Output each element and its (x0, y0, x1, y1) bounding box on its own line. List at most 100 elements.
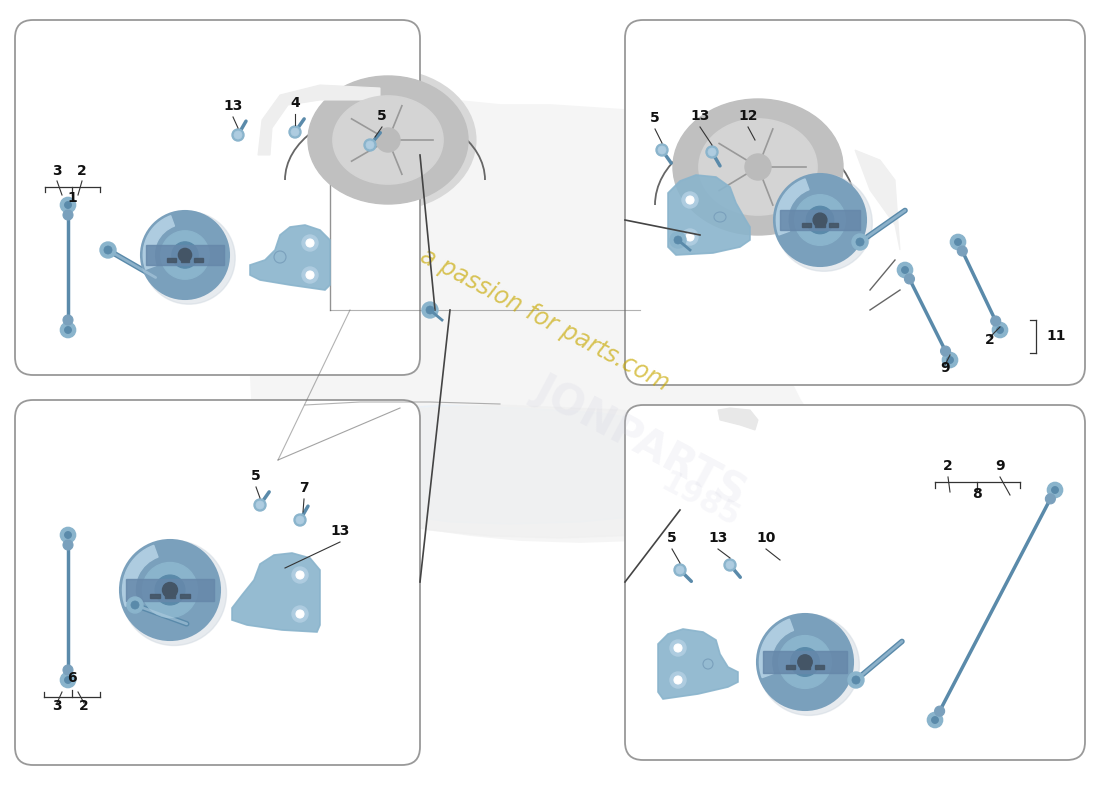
Circle shape (935, 706, 945, 716)
Ellipse shape (333, 96, 443, 184)
Circle shape (60, 673, 76, 687)
Circle shape (422, 302, 438, 318)
Circle shape (306, 271, 313, 279)
Text: 5: 5 (650, 111, 660, 125)
Circle shape (940, 346, 950, 356)
Circle shape (296, 610, 304, 618)
Ellipse shape (666, 93, 850, 241)
Circle shape (676, 566, 684, 574)
Polygon shape (718, 408, 758, 430)
Circle shape (63, 210, 73, 220)
Bar (829, 223, 838, 227)
Text: 11: 11 (1046, 330, 1066, 343)
Wedge shape (777, 179, 808, 235)
Text: 2: 2 (77, 164, 87, 178)
Circle shape (366, 141, 374, 149)
Bar (150, 594, 160, 598)
Circle shape (294, 514, 306, 526)
Text: a passion for parts.com: a passion for parts.com (417, 244, 673, 396)
Bar (815, 223, 825, 227)
Polygon shape (258, 85, 380, 155)
Bar (165, 594, 175, 598)
Circle shape (232, 129, 244, 141)
Circle shape (674, 236, 682, 244)
Circle shape (656, 144, 668, 156)
Bar (785, 666, 795, 669)
Circle shape (794, 194, 845, 246)
Circle shape (302, 235, 318, 251)
Wedge shape (759, 619, 793, 678)
Circle shape (997, 326, 1003, 334)
Circle shape (791, 648, 820, 677)
Text: 13: 13 (223, 99, 243, 113)
Text: 7: 7 (299, 481, 309, 495)
Text: 9: 9 (996, 459, 1004, 473)
Circle shape (674, 644, 682, 652)
Ellipse shape (121, 541, 227, 646)
FancyBboxPatch shape (15, 400, 420, 765)
Circle shape (296, 516, 304, 524)
Circle shape (63, 665, 73, 675)
Bar (126, 579, 214, 601)
Circle shape (674, 676, 682, 684)
Text: 6: 6 (67, 671, 77, 685)
Text: 5: 5 (377, 109, 387, 123)
Ellipse shape (673, 99, 843, 235)
Polygon shape (855, 150, 900, 250)
Circle shape (172, 242, 198, 268)
Bar (762, 651, 847, 673)
Circle shape (932, 717, 938, 723)
Text: JONPARTS: JONPARTS (527, 366, 754, 514)
Circle shape (65, 531, 72, 538)
Circle shape (658, 146, 666, 154)
Circle shape (943, 353, 957, 367)
Circle shape (65, 677, 72, 683)
Ellipse shape (308, 76, 468, 204)
Circle shape (904, 274, 914, 284)
Circle shape (955, 238, 961, 246)
Circle shape (63, 540, 73, 550)
Circle shape (426, 306, 434, 314)
Bar (780, 210, 860, 230)
Text: 5: 5 (667, 531, 676, 545)
Polygon shape (305, 405, 720, 524)
Circle shape (292, 128, 299, 136)
Polygon shape (250, 80, 900, 542)
Circle shape (63, 315, 73, 325)
Circle shape (254, 499, 266, 511)
Text: 13: 13 (330, 524, 350, 538)
Circle shape (806, 206, 834, 234)
Text: 4: 4 (290, 96, 300, 110)
Circle shape (902, 266, 909, 274)
Circle shape (670, 232, 686, 248)
Text: 13: 13 (708, 531, 728, 545)
Circle shape (104, 246, 112, 254)
Circle shape (302, 267, 318, 283)
Circle shape (60, 198, 76, 213)
Text: 3: 3 (52, 164, 62, 178)
Ellipse shape (776, 174, 872, 271)
Circle shape (178, 248, 191, 262)
Text: 2: 2 (943, 459, 953, 473)
Circle shape (670, 672, 686, 688)
Circle shape (856, 238, 864, 246)
Wedge shape (122, 546, 158, 606)
Circle shape (708, 148, 716, 156)
Circle shape (726, 561, 734, 569)
Circle shape (898, 262, 913, 278)
Circle shape (798, 654, 812, 669)
Circle shape (155, 575, 185, 605)
Circle shape (724, 559, 736, 571)
Circle shape (376, 128, 400, 152)
Polygon shape (330, 405, 790, 538)
Bar (194, 258, 202, 262)
Circle shape (289, 126, 301, 138)
Text: 2: 2 (79, 699, 89, 713)
Text: 8: 8 (972, 487, 982, 501)
Circle shape (927, 713, 943, 727)
Ellipse shape (698, 119, 817, 215)
Circle shape (774, 174, 866, 266)
FancyBboxPatch shape (625, 405, 1085, 760)
Circle shape (852, 676, 860, 684)
Circle shape (852, 234, 868, 250)
